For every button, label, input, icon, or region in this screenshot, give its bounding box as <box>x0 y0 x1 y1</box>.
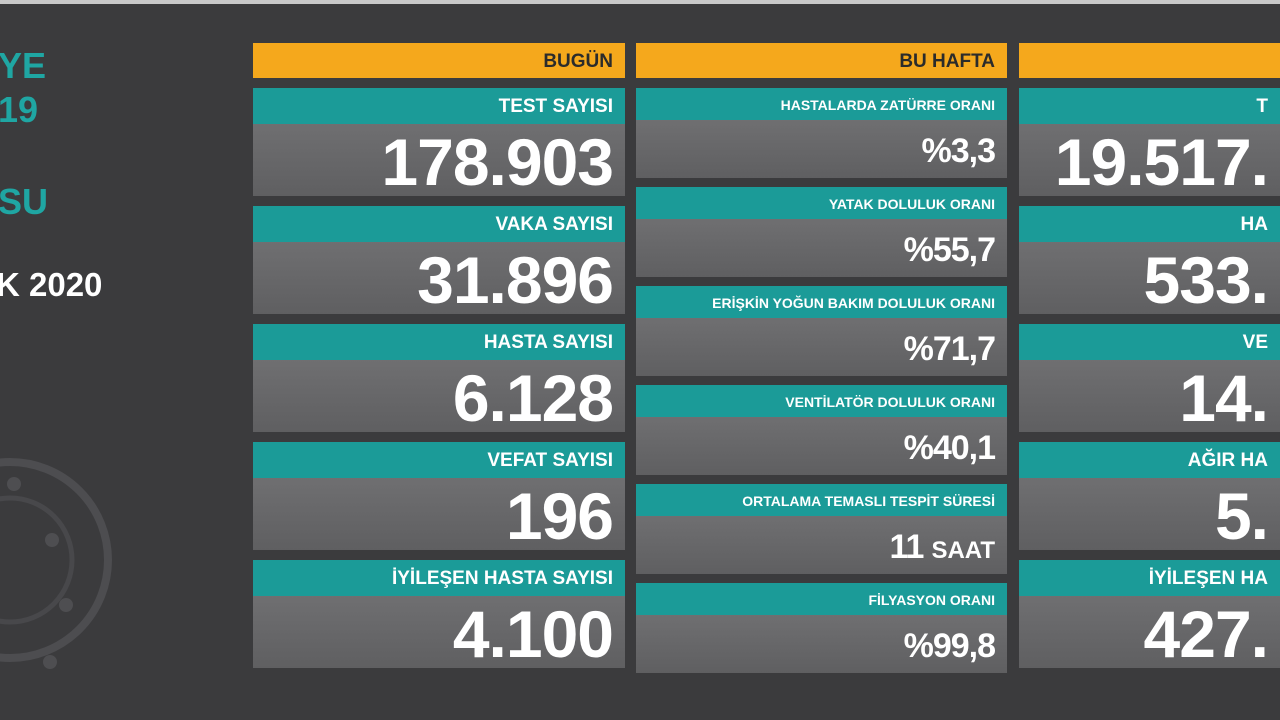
stat-number: 196 <box>505 479 614 550</box>
stat-value: 427. <box>1019 596 1280 668</box>
stat-number: %55,7 <box>903 231 996 269</box>
stat-value: %99,8 <box>636 615 1007 673</box>
stat-number: 11 <box>889 528 924 566</box>
column-header: BU HAFTA <box>636 43 1007 78</box>
stat-card: İYİLEŞEN HA 427. <box>1019 560 1280 668</box>
stat-label: İYİLEŞEN HASTA SAYISI <box>253 560 625 596</box>
emblem <box>0 458 112 669</box>
stat-value: 4.100 <box>253 596 625 668</box>
stat-unit: SAAT <box>931 537 995 564</box>
stat-number: 6.128 <box>452 361 614 432</box>
stat-label: VEFAT SAYISI <box>253 442 625 478</box>
stat-number: %71,7 <box>903 330 996 368</box>
stat-value: %71,7 <box>636 318 1007 376</box>
stat-label: FİLYASYON ORANI <box>636 583 1007 615</box>
column: T 19.517. HA 533. VE 14. AĞIR HA 5. İYİLEŞEN HA 4… <box>1019 43 1280 673</box>
stat-number: 5. <box>1214 479 1269 550</box>
stat-number: 178.903 <box>381 125 614 196</box>
sidebar-text: 19 <box>0 89 39 130</box>
stat-number: 19.517. <box>1054 125 1269 196</box>
stat-label: VENTİLATÖR DOLULUK ORANI <box>636 385 1007 417</box>
stat-label: VE <box>1019 324 1280 360</box>
top-strip <box>0 0 1280 4</box>
stat-card: FİLYASYON ORANI %99,8 <box>636 583 1007 673</box>
stat-value: 5. <box>1019 478 1280 550</box>
stat-number: 4.100 <box>452 597 614 668</box>
stat-label: HASTA SAYISI <box>253 324 625 360</box>
column-header: BUGÜN <box>253 43 625 78</box>
stat-card: AĞIR HA 5. <box>1019 442 1280 550</box>
stat-number: 427. <box>1143 597 1269 668</box>
stat-card: VENTİLATÖR DOLULUK ORANI %40,1 <box>636 385 1007 475</box>
stat-label: T <box>1019 88 1280 124</box>
stat-value: 14. <box>1019 360 1280 432</box>
stat-card: YATAK DOLULUK ORANI %55,7 <box>636 187 1007 277</box>
sidebar-text: K 2020 <box>0 266 103 303</box>
stat-label: HA <box>1019 206 1280 242</box>
stat-card: T 19.517. <box>1019 88 1280 196</box>
column: BU HAFTA HASTALARDA ZATÜRRE ORANI %3,3 YATA… <box>636 43 1007 673</box>
stat-label: AĞIR HA <box>1019 442 1280 478</box>
stat-label: ORTALAMA TEMASLI TESPİT SÜRESİ <box>636 484 1007 516</box>
stat-value: %40,1 <box>636 417 1007 475</box>
stat-card: VE 14. <box>1019 324 1280 432</box>
stat-number: %3,3 <box>921 132 996 170</box>
column-header <box>1019 43 1280 78</box>
stat-value: 533. <box>1019 242 1280 314</box>
stat-value: 6.128 <box>253 360 625 432</box>
stat-label: YATAK DOLULUK ORANI <box>636 187 1007 219</box>
stat-label: TEST SAYISI <box>253 88 625 124</box>
stat-card: VEFAT SAYISI 196 <box>253 442 625 550</box>
stat-number: %99,8 <box>903 627 996 665</box>
stat-number: 14. <box>1179 361 1269 432</box>
stat-value: 178.903 <box>253 124 625 196</box>
stat-card: VAKA SAYISI 31.896 <box>253 206 625 314</box>
stat-card: ERİŞKİN YOĞUN BAKIM DOLULUK ORANI %71,7 <box>636 286 1007 376</box>
stat-value: 196 <box>253 478 625 550</box>
sidebar-text: SU <box>0 181 49 222</box>
column: BUGÜN TEST SAYISI 178.903 VAKA SAYISI 31.896… <box>253 43 625 673</box>
stat-value: 31.896 <box>253 242 625 314</box>
stat-value: 11 SAAT <box>636 516 1007 574</box>
stat-label: HASTALARDA ZATÜRRE ORANI <box>636 88 1007 120</box>
stat-number: 533. <box>1143 243 1269 314</box>
sidebar-text: YE <box>0 45 47 86</box>
stat-card: ORTALAMA TEMASLI TESPİT SÜRESİ 11 SAAT <box>636 484 1007 574</box>
stat-label: ERİŞKİN YOĞUN BAKIM DOLULUK ORANI <box>636 286 1007 318</box>
stat-card: HA 533. <box>1019 206 1280 314</box>
stat-label: İYİLEŞEN HA <box>1019 560 1280 596</box>
stat-value: %3,3 <box>636 120 1007 178</box>
stat-card: TEST SAYISI 178.903 <box>253 88 625 196</box>
stat-card: İYİLEŞEN HASTA SAYISI 4.100 <box>253 560 625 668</box>
stat-number: %40,1 <box>903 429 996 467</box>
stat-value: %55,7 <box>636 219 1007 277</box>
stat-value: 19.517. <box>1019 124 1280 196</box>
stat-label: VAKA SAYISI <box>253 206 625 242</box>
stat-card: HASTALARDA ZATÜRRE ORANI %3,3 <box>636 88 1007 178</box>
stat-card: HASTA SAYISI 6.128 <box>253 324 625 432</box>
stat-number: 31.896 <box>417 243 614 314</box>
